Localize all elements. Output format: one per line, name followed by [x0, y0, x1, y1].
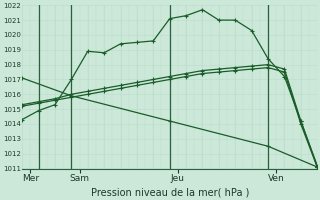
X-axis label: Pression niveau de la mer( hPa ): Pression niveau de la mer( hPa ) — [91, 187, 249, 197]
